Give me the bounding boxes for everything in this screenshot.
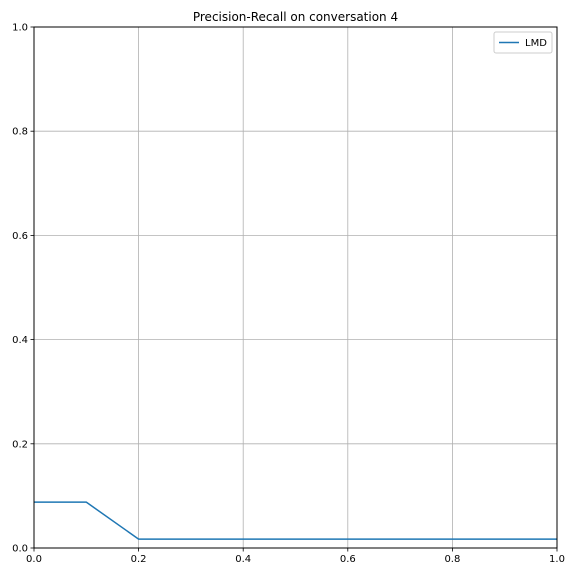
y-tick-label: 0.2 xyxy=(12,439,28,450)
y-tick-label: 1.0 xyxy=(12,23,28,34)
x-tick-label: 0.4 xyxy=(235,554,251,565)
legend: LMD xyxy=(493,31,553,54)
y-tick-label: 0.6 xyxy=(12,231,28,242)
y-tick-label: 0.8 xyxy=(12,127,28,138)
x-tick-label: 0.2 xyxy=(131,554,147,565)
series-line-lmd xyxy=(34,501,557,540)
x-tick-label: 0.6 xyxy=(340,554,356,565)
x-tick-label: 0.0 xyxy=(26,554,42,565)
legend-box xyxy=(493,31,553,54)
tick-layer: 0.0 0.2 0.4 0.6 0.8 1.0 0.0 0.2 0.4 0.6 0.8 1.0 xyxy=(12,23,565,566)
legend-label-lmd: LMD xyxy=(525,38,547,49)
chart-title: Precision-Recall on conversation 4 xyxy=(193,10,398,24)
y-tick-label: 0.4 xyxy=(12,335,28,346)
x-tick-label: 0.8 xyxy=(444,554,460,565)
y-tick-label: 0.0 xyxy=(12,544,28,555)
series-layer xyxy=(34,501,557,540)
plot-frame xyxy=(33,26,558,549)
x-tick-label: 1.0 xyxy=(549,554,565,565)
